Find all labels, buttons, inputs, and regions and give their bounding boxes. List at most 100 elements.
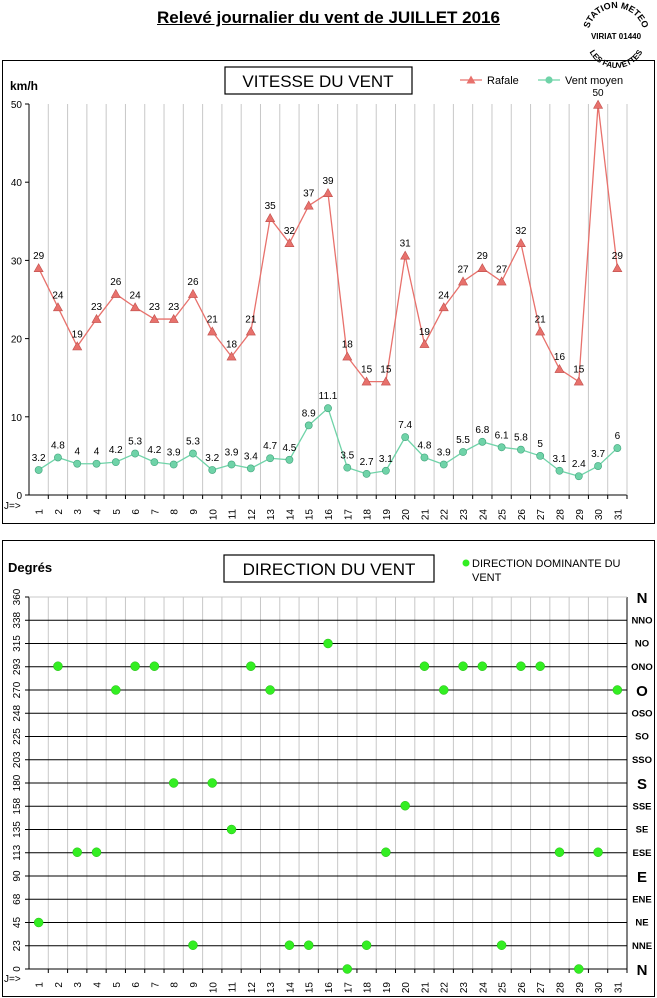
- rafale-data-label: 21: [535, 315, 547, 326]
- vent-moyen-point: [208, 466, 217, 474]
- speed-title-box: [224, 66, 413, 95]
- dir-x-tick-label: 13: [266, 982, 277, 994]
- dir-x-tick-label: 22: [440, 982, 451, 994]
- direction-point: [284, 940, 295, 950]
- direction-point: [188, 940, 198, 950]
- rafale-data-label: 19: [419, 327, 431, 338]
- legend-label-1: Vent moyen: [565, 75, 623, 87]
- rafale-data-label: 31: [400, 239, 412, 250]
- vent-moyen-point: [497, 443, 506, 452]
- dir-x-tick-label: 2: [54, 982, 65, 988]
- vent-moyen-data-label: 3.9: [437, 448, 451, 459]
- rafale-data-label: 35: [265, 201, 277, 212]
- speed-x-tick-label: 13: [266, 509, 277, 521]
- direction-point: [477, 661, 488, 671]
- vent-moyen-point: [594, 462, 602, 470]
- speed-x-tick-label: 31: [613, 509, 624, 521]
- rafale-point: [458, 276, 469, 286]
- vent-moyen-point: [420, 453, 429, 462]
- direction-point: [168, 778, 179, 788]
- vent-moyen-data-label: 2.7: [360, 457, 374, 468]
- vent-moyen-point: [343, 463, 352, 472]
- dir-chart-title: DIRECTION DU VENT: [243, 560, 416, 579]
- speed-y-tick-label: 30: [11, 256, 23, 267]
- dir-x-tick-label: 6: [131, 982, 142, 988]
- rafale-point: [245, 326, 256, 336]
- dir-y-tick-label: 45: [12, 917, 23, 929]
- vent-moyen-data-label: 3.9: [167, 448, 181, 459]
- dir-compass-label: ENE: [632, 894, 652, 905]
- dir-y-tick-label: 293: [12, 658, 23, 675]
- vent-moyen-point: [362, 469, 371, 478]
- speed-x-tick-label: 1: [35, 509, 46, 515]
- rafale-point: [438, 302, 449, 312]
- dir-x-tick-label: 12: [247, 982, 258, 994]
- dir-x-tick-label: 28: [555, 982, 566, 994]
- dir-compass-label: O: [636, 683, 648, 700]
- dir-y-tick-label: 113: [12, 844, 23, 860]
- rafale-data-label: 23: [149, 302, 161, 313]
- speed-x-tick-label: 25: [498, 509, 509, 521]
- speed-x-tick-label: 20: [401, 509, 412, 521]
- direction-point: [381, 847, 391, 857]
- speed-y-tick-label: 0: [16, 491, 22, 502]
- direction-point: [207, 778, 218, 788]
- rafale-data-label: 32: [284, 226, 296, 237]
- rafale-data-label: 27: [457, 265, 469, 276]
- dir-x-tick-label: 20: [401, 982, 412, 994]
- speed-x-tick-label: 21: [420, 509, 431, 521]
- vent-moyen-point: [227, 460, 236, 469]
- dir-x-tick-label: 10: [208, 982, 219, 994]
- rafale-data-label: 27: [496, 265, 508, 276]
- speed-x-tick-label: 10: [208, 509, 219, 521]
- rafale-data-label: 15: [361, 365, 373, 376]
- direction-point: [149, 661, 160, 671]
- direction-point: [438, 685, 449, 695]
- speed-x-tick-label: 16: [324, 509, 335, 521]
- rafale-data-label: 15: [573, 365, 585, 376]
- legend-triangle-icon: [466, 75, 476, 84]
- dir-x-tick-label: 3: [73, 982, 84, 988]
- dir-x-tick-label: 24: [478, 982, 489, 994]
- rafale-data-label: 21: [207, 315, 219, 326]
- dir-x-tick-label: 19: [382, 982, 393, 994]
- dir-x-tick-label: 27: [536, 982, 547, 994]
- speed-x-axis-label: J=>: [4, 501, 21, 512]
- legend-circle-icon: [545, 76, 553, 84]
- rafale-data-label: 32: [515, 226, 527, 237]
- rafale-point: [149, 313, 160, 323]
- vent-moyen-point: [169, 460, 178, 469]
- dir-compass-label: NO: [635, 639, 649, 650]
- vent-moyen-data-label: 5.3: [128, 437, 142, 448]
- speed-x-tick-label: 29: [575, 509, 586, 521]
- rafale-point: [400, 250, 411, 260]
- rafale-point: [72, 341, 83, 351]
- rafale-point: [33, 263, 44, 273]
- rafale-data-label: 18: [342, 340, 354, 351]
- vent-moyen-data-label: 8.9: [302, 408, 316, 419]
- dir-compass-label: E: [637, 869, 647, 886]
- vent-moyen-point: [34, 466, 43, 474]
- rafale-point: [535, 326, 546, 336]
- speed-x-tick-label: 26: [517, 509, 528, 521]
- direction-point: [72, 847, 82, 857]
- vent-moyen-data-label: 4: [94, 447, 100, 458]
- vent-moyen-point: [381, 466, 390, 475]
- speed-x-tick-label: 28: [555, 509, 566, 521]
- direction-point: [593, 847, 603, 857]
- vent-moyen-data-label: 6: [615, 431, 621, 442]
- vent-moyen-point: [613, 444, 622, 452]
- dir-y-tick-label: 0: [12, 966, 23, 972]
- dir-compass-label: SSO: [632, 755, 652, 766]
- vent-moyen-data-label: 3.2: [205, 453, 219, 464]
- dir-x-tick-label: 23: [459, 982, 470, 994]
- vent-moyen-point: [54, 453, 62, 462]
- rafale-point: [303, 200, 314, 210]
- rafale-point: [515, 238, 526, 247]
- speed-x-tick-label: 19: [382, 509, 393, 521]
- vent-moyen-point: [324, 404, 332, 413]
- dir-x-tick-label: 9: [189, 982, 200, 988]
- vent-moyen-data-label: 5: [537, 439, 543, 450]
- vent-moyen-point: [536, 451, 545, 460]
